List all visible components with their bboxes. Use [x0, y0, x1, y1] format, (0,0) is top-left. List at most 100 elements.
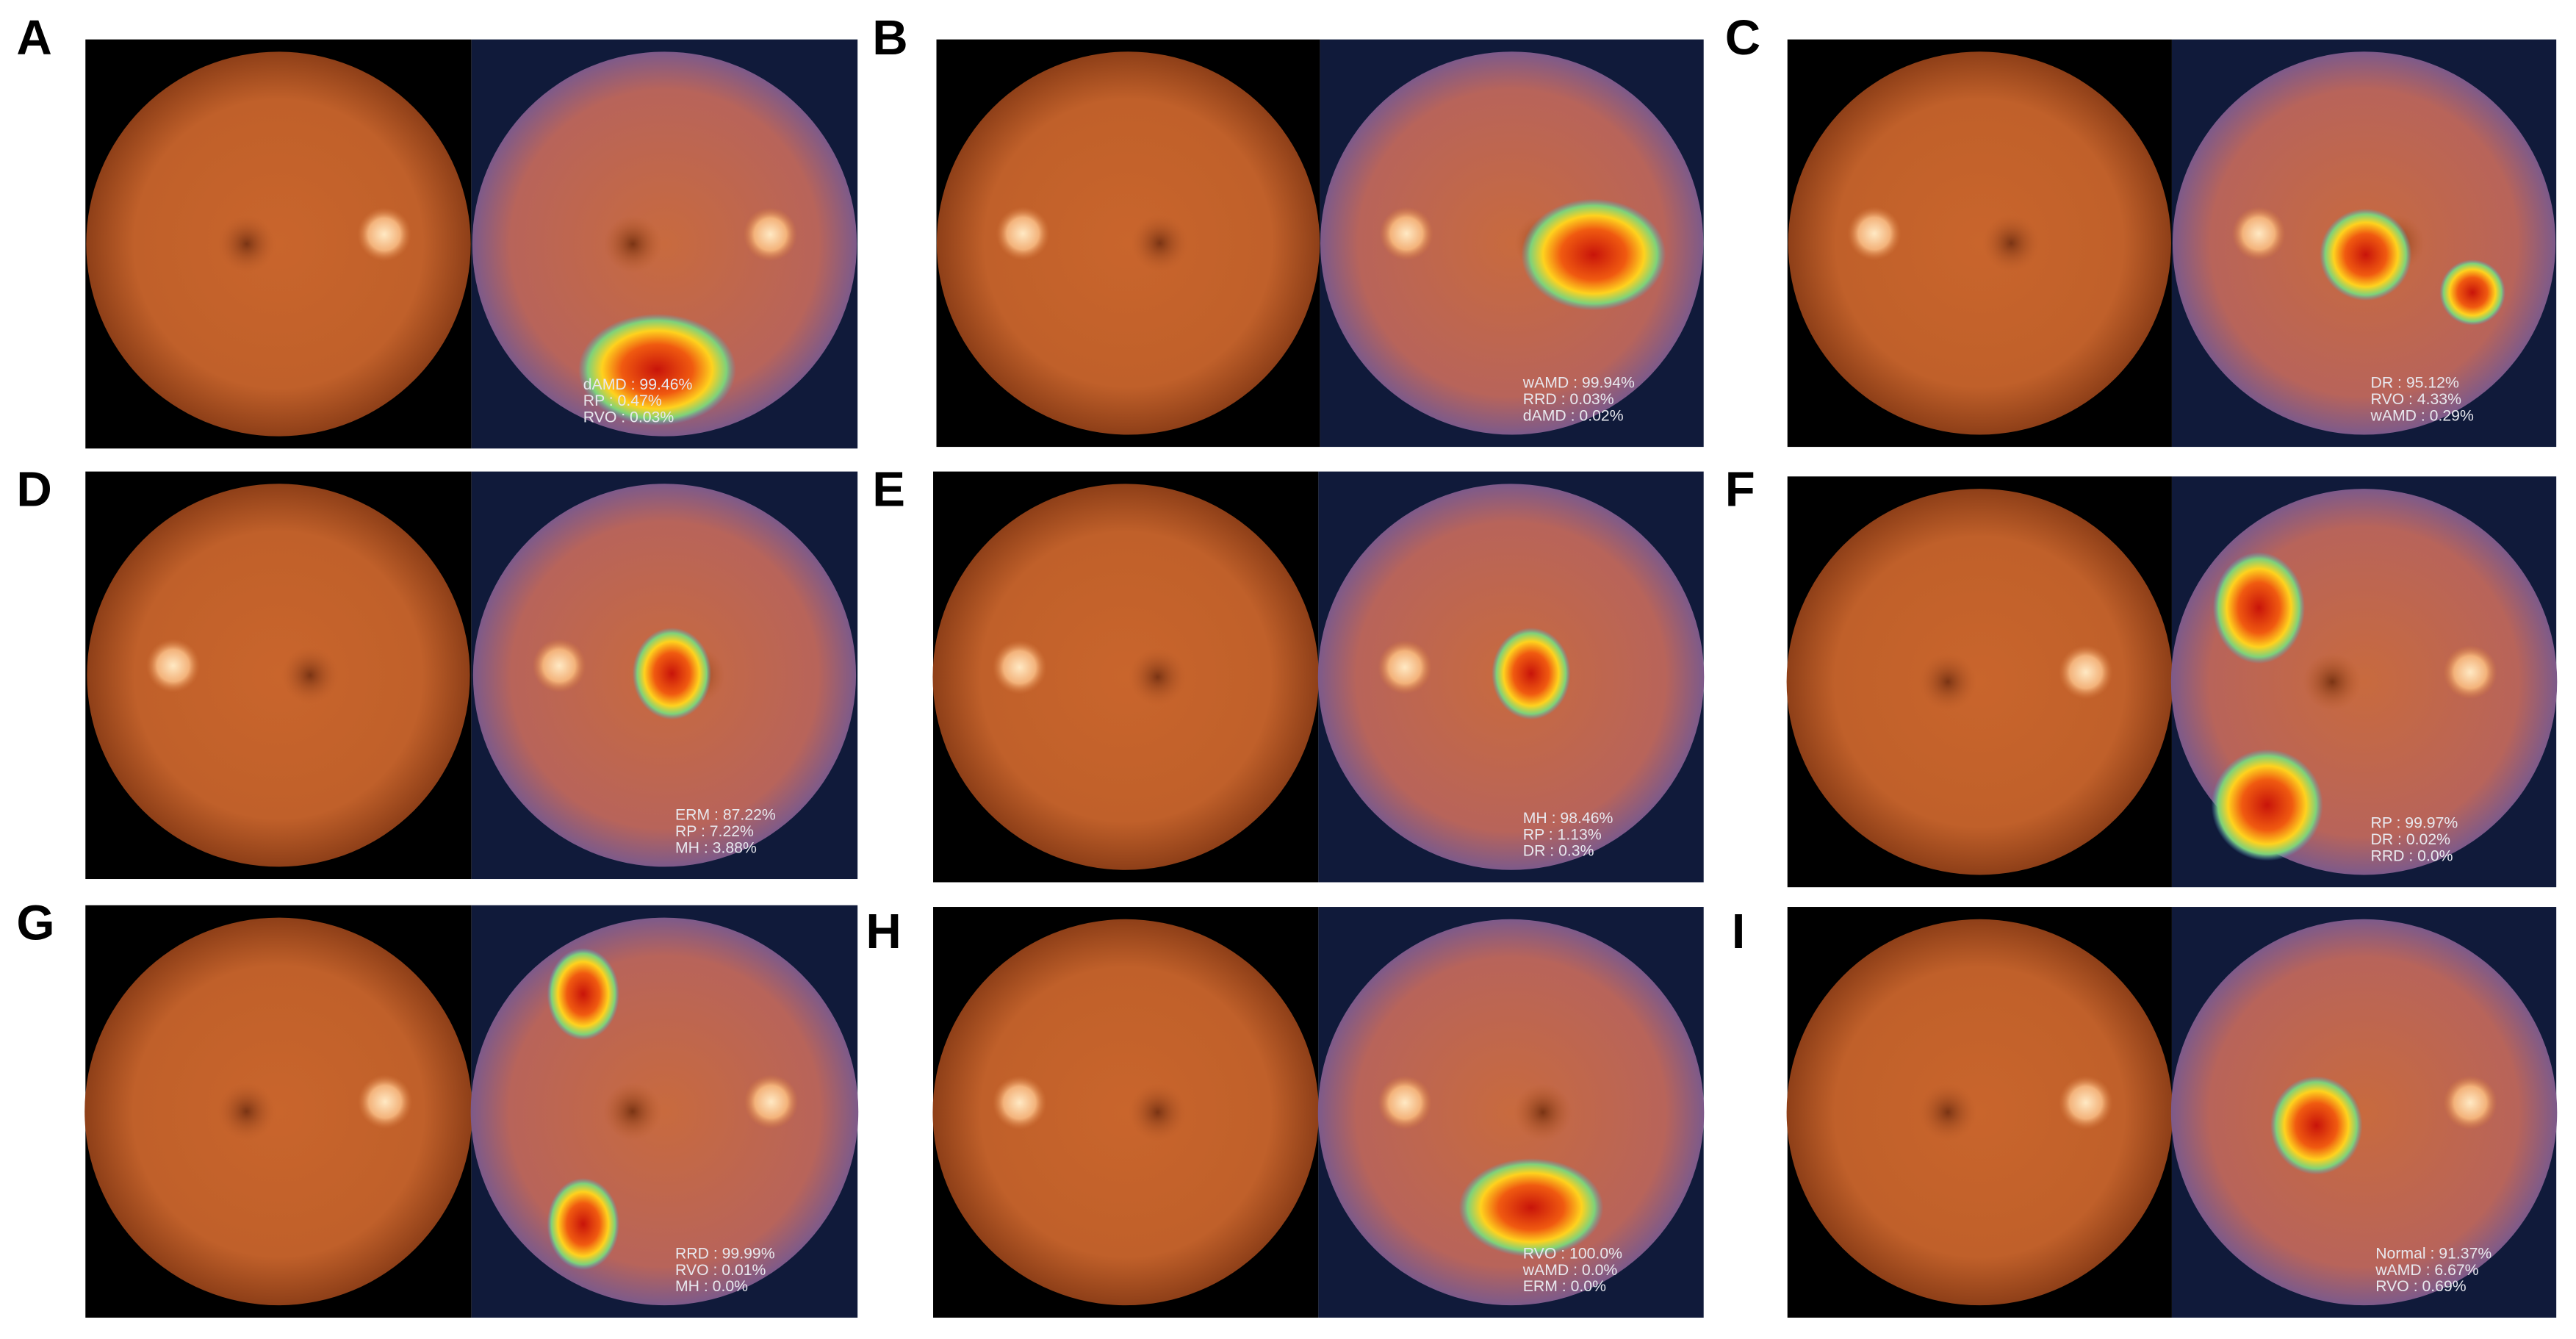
macula [1129, 1083, 1187, 1141]
panel-label: F [1725, 462, 1755, 517]
optic-disc [2059, 645, 2113, 700]
prediction-text: RP : 0.47% [583, 392, 662, 409]
fundus-heatmap-image [470, 917, 859, 1306]
prediction-text: RVO : 0.03% [583, 409, 674, 426]
prediction-text: dAMD : 0.02% [1523, 407, 1624, 424]
panel: C DR : 95.12%RVO : 4.33%wAMD : 0.29% [1725, 10, 2557, 448]
panel: E MH : 98.46%RP : 1.13%DR : 0.3% [872, 462, 1705, 883]
prediction-text: RVO : 0.01% [675, 1262, 766, 1279]
optic-disc [992, 640, 1047, 694]
prediction-text: RRD : 0.0% [2371, 847, 2453, 864]
heatmap-hotspot [578, 313, 736, 426]
prediction-text: RRD : 0.03% [1523, 391, 1614, 408]
optic-disc [2443, 645, 2497, 700]
fundus-image [932, 484, 1319, 870]
panel: I Normal : 91.37%wAMD : 6.67%RVO : 0.69% [1732, 904, 2558, 1318]
fundus-heatmap-image [472, 51, 857, 437]
prediction-text: RVO : 0.69% [2375, 1278, 2467, 1295]
prediction-text: MH : 98.46% [1523, 810, 1613, 827]
optic-disc [743, 207, 798, 262]
prediction-text: ERM : 87.22% [675, 807, 776, 824]
prediction-text: RP : 7.22% [675, 823, 754, 840]
macula [603, 1082, 662, 1141]
fundus-image [936, 51, 1320, 435]
panel-label: E [872, 462, 905, 517]
macula [217, 1082, 276, 1141]
fundus-image [1788, 51, 2171, 435]
prediction-text: wAMD : 6.67% [2375, 1262, 2478, 1279]
heatmap-hotspot [632, 627, 712, 720]
macula [1131, 214, 1189, 272]
macula [1918, 653, 1977, 711]
optic-disc [992, 1075, 1047, 1130]
fundus-heatmap-image [2170, 919, 2558, 1306]
heatmap-hotspot [1492, 627, 1571, 720]
fundus-image [87, 484, 470, 867]
prediction-text: RVO : 100.0% [1523, 1245, 1622, 1262]
panel-label: B [872, 10, 907, 65]
prediction-text: DR : 95.12% [2371, 375, 2459, 392]
prediction-text: RP : 1.13% [1523, 826, 1602, 843]
panel-label: G [16, 896, 54, 951]
optic-disc [532, 639, 586, 693]
optic-disc [2059, 1075, 2113, 1130]
fundus-image [932, 919, 1319, 1306]
optic-disc [1378, 1075, 1432, 1130]
macula [2303, 653, 2361, 711]
fundus-image [84, 917, 472, 1306]
optic-disc [146, 639, 201, 693]
optic-disc [2231, 207, 2286, 261]
macula [1514, 1083, 1572, 1141]
heatmap-hotspot [547, 947, 619, 1041]
panel-label: I [1732, 904, 1746, 959]
heatmap-hotspot [2270, 1076, 2363, 1175]
heatmap-hotspot [2439, 259, 2505, 326]
macula [1918, 1083, 1977, 1141]
prediction-text: RP : 99.97% [2371, 815, 2458, 832]
panel: G RRD : 99.99%RVO : 0.01%MH : 0.0% [16, 896, 859, 1318]
fundus-heatmap-image [1320, 51, 1704, 435]
fundus-image [1786, 919, 2173, 1306]
prediction-text: RRD : 99.99% [675, 1245, 775, 1262]
prediction-text: dAMD : 99.46% [583, 376, 693, 393]
panel: D ERM : 87.22%RP : 7.22%MH : 3.88% [16, 462, 858, 880]
prediction-text: MH : 0.0% [675, 1278, 748, 1295]
fundus-image [86, 51, 471, 437]
prediction-text: MH : 3.88% [675, 839, 757, 856]
heatmap-hotspot [2212, 552, 2306, 664]
optic-disc [1847, 207, 1902, 261]
heatmap-hotspot [2320, 208, 2412, 301]
optic-disc [358, 1074, 413, 1130]
prediction-text: wAMD : 99.94% [1522, 375, 1635, 392]
optic-disc [1378, 640, 1432, 694]
prediction-text: RVO : 4.33% [2371, 391, 2462, 408]
heatmap-hotspot [547, 1177, 619, 1271]
prediction-text: wAMD : 0.29% [2370, 407, 2474, 424]
optic-disc [357, 207, 411, 262]
heatmap-hotspot [1458, 1158, 1604, 1257]
optic-disc [996, 207, 1050, 261]
heatmap-hotspot [1521, 198, 1666, 311]
fundus-image [1786, 489, 2173, 875]
panel-label: H [866, 904, 901, 959]
macula [604, 215, 662, 273]
macula [1129, 647, 1187, 706]
heatmap-hotspot [2211, 749, 2323, 861]
panel-label: D [16, 462, 51, 517]
optic-disc [2443, 1075, 2497, 1130]
fundus-heatmap-image [1317, 919, 1705, 1306]
prediction-text: DR : 0.02% [2371, 831, 2451, 848]
panel-label: A [16, 10, 51, 65]
prediction-text: wAMD : 0.0% [1522, 1262, 1618, 1279]
panel-label: C [1725, 10, 1760, 65]
macula [217, 215, 276, 273]
optic-disc [1379, 207, 1433, 261]
panel: H RVO : 100.0%wAMD : 0.0%ERM : 0.0% [866, 904, 1705, 1318]
macula [281, 646, 339, 704]
prediction-text: DR : 0.3% [1523, 843, 1594, 860]
macula [1982, 214, 2040, 272]
